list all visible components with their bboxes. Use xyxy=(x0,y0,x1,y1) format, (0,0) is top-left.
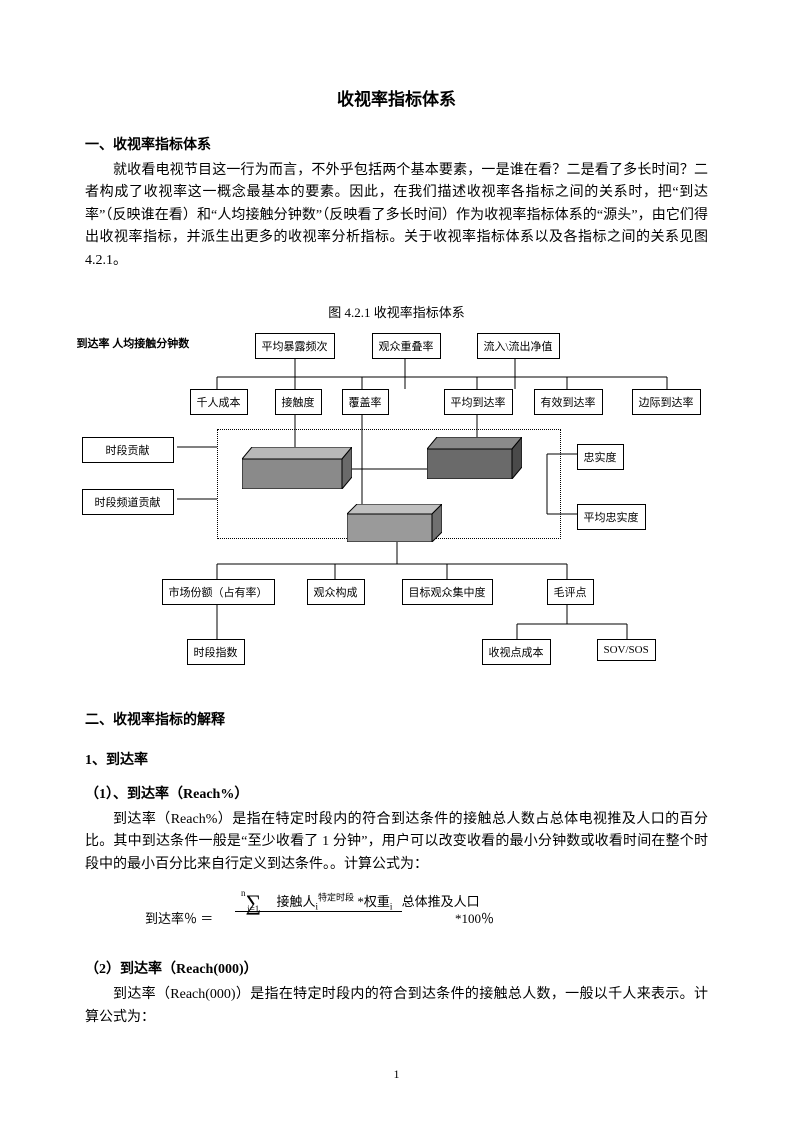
box-sov-sos: SOV/SOS xyxy=(597,639,656,661)
box-avg-reach: 平均到达率 xyxy=(444,389,513,415)
box-grp: 毛评点 xyxy=(547,579,594,605)
block-right xyxy=(427,437,522,482)
formula-rhs: *100％ xyxy=(455,908,494,927)
formula-lhs: 到达率％ ＝ xyxy=(145,908,213,927)
diagram-container: 到达率 人均接触分钟数 平均暴露频次 观众重叠率 流入\流出净值 千人成本 接触… xyxy=(87,329,707,689)
page-title: 收视率指标体系 xyxy=(85,85,708,110)
box-effective-reach: 有效到达率 xyxy=(534,389,603,415)
block-center xyxy=(347,504,442,545)
overlap-label: 到达率 人均接触分钟数 xyxy=(77,335,190,351)
box-coverage: 覆盖率 xyxy=(342,389,389,415)
formula-reach: 到达率％ ＝ n∑i=1 接触人i特定时段 *权重i 总体推及人口 *100％ xyxy=(145,890,708,944)
box-inout-net: 流入\流出净值 xyxy=(477,333,560,359)
box-audience-comp: 观众构成 xyxy=(307,579,365,605)
box-loyalty: 忠实度 xyxy=(577,444,624,470)
section1-body: 就收看电视节目这一行为而言，不外乎包括两个基本要素，一是谁在看？二是看了多长时间… xyxy=(85,160,708,272)
figure-caption: 图 4.2.1 收视率指标体系 xyxy=(85,302,708,321)
box-contact: 接触度 xyxy=(275,389,322,415)
sub1-1-body: 到达率（Reach%）是指在特定时段内的符合到达条件的接触总人数占总体电视推及人… xyxy=(85,809,708,876)
box-slot-contrib: 时段贡献 xyxy=(82,437,174,463)
sub1-2-body: 到达率（Reach(000)）是指在特定时段内的符合到达条件的接触总人数，一般以… xyxy=(85,984,708,1029)
box-slot-index: 时段指数 xyxy=(187,639,245,665)
formula-denominator: 总体推及人口 xyxy=(402,892,480,909)
box-avg-exposure: 平均暴露频次 xyxy=(255,333,335,359)
sub1-2-heading: （2）到达率（Reach(000)） xyxy=(85,958,708,978)
box-cpm: 千人成本 xyxy=(190,389,248,415)
page-number: 1 xyxy=(0,1067,793,1082)
section1-heading: 一、收视率指标体系 xyxy=(85,134,708,154)
block-left xyxy=(242,447,352,492)
sub1-heading: 1、到达率 xyxy=(85,749,708,769)
box-slot-channel-contrib: 时段频道贡献 xyxy=(82,489,174,515)
box-market-share: 市场份额（占有率） xyxy=(162,579,275,605)
box-cpp: 收视点成本 xyxy=(482,639,551,665)
box-target-conc: 目标观众集中度 xyxy=(402,579,493,605)
section2-heading: 二、收视率指标的解释 xyxy=(85,709,708,729)
box-avg-loyalty: 平均忠实度 xyxy=(577,504,646,530)
box-marginal-reach: 边际到达率 xyxy=(632,389,701,415)
formula-numerator: n∑i=1 接触人i特定时段 *权重i xyxy=(235,894,402,912)
box-overlap-rate: 观众重叠率 xyxy=(372,333,441,359)
sub1-1-heading: （1）、到达率（Reach%） xyxy=(85,783,708,803)
